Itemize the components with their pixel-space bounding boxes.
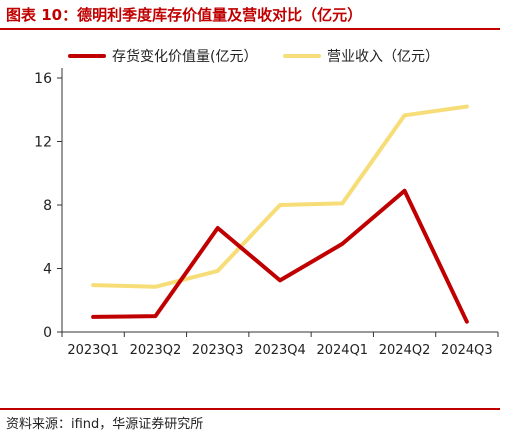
x-tick-label: 2024Q2 bbox=[379, 343, 431, 358]
legend-label: 营业收入（亿元） bbox=[327, 49, 439, 65]
x-tick-label: 2023Q1 bbox=[67, 343, 119, 358]
y-tick-label: 4 bbox=[43, 262, 52, 278]
y-tick-label: 0 bbox=[43, 325, 52, 341]
chart-title: 图表 10：德明利季度库存价值量及营收对比（亿元） bbox=[6, 6, 363, 24]
footer-rule bbox=[0, 408, 500, 410]
source-note: 资料来源：ifind，华源证券研究所 bbox=[6, 417, 204, 432]
y-tick-label: 8 bbox=[43, 198, 52, 214]
y-tick-label: 16 bbox=[34, 71, 52, 87]
x-tick-label: 2024Q1 bbox=[316, 343, 368, 358]
x-tick-label: 2023Q3 bbox=[192, 343, 244, 358]
x-tick-label: 2023Q4 bbox=[254, 343, 306, 358]
line-chart: 存货变化价值量(亿元） 营业收入（亿元） 0 4 8 12 16 2023Q1 2023Q2 2… bbox=[34, 48, 499, 358]
legend-label: 存货变化价值量(亿元） bbox=[112, 48, 257, 65]
legend: 存货变化价值量(亿元） 营业收入（亿元） bbox=[68, 48, 439, 65]
x-tick-label: 2024Q3 bbox=[441, 343, 493, 358]
y-tick-label: 12 bbox=[34, 135, 52, 151]
axes: 0 4 8 12 16 2023Q1 2023Q2 2023Q3 2023Q4 2024Q1 202… bbox=[34, 68, 499, 358]
series-lines bbox=[91, 104, 469, 324]
x-tick-label: 2023Q2 bbox=[130, 343, 182, 358]
title-rule bbox=[0, 28, 500, 30]
series-line-2 bbox=[91, 104, 469, 289]
series-line-1 bbox=[91, 188, 469, 324]
